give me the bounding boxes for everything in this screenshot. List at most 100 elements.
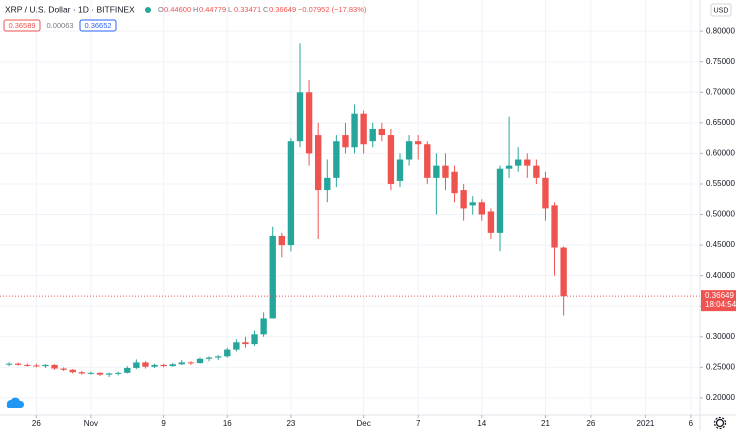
x-tick-label: Dec (357, 419, 371, 428)
ohlc-key: O (158, 5, 164, 14)
candle-body (505, 165, 513, 169)
candle-body (133, 362, 140, 368)
candle-body (533, 165, 540, 178)
candle-body (169, 364, 176, 367)
candle-body (442, 165, 449, 178)
candle-body (78, 372, 85, 374)
x-tick-label: 26 (586, 419, 595, 428)
candle-body (560, 247, 567, 297)
candle-body (33, 365, 40, 367)
candle-body (342, 135, 349, 148)
candle-body (242, 342, 249, 345)
y-tick-label: 0.55000 (706, 179, 735, 188)
ohlc-value: 0.44600 (164, 5, 191, 14)
candle-body (405, 141, 413, 160)
candle-body (233, 342, 240, 350)
y-tick-label: 0.20000 (706, 393, 735, 402)
candle-body (115, 372, 122, 374)
candle-body (496, 168, 504, 233)
x-tick-label: 7 (416, 419, 421, 428)
spread: 0.00063 (46, 21, 73, 30)
chart-title: XRP / U.S. Dollar · 1D · BITFINEX (5, 4, 135, 14)
tradingview-logo[interactable] (6, 397, 25, 408)
candle-body (451, 171, 458, 194)
x-tick-label: 6 (689, 419, 694, 428)
candle-body (215, 356, 222, 358)
candle-body (369, 128, 376, 142)
candle-body (415, 141, 422, 145)
y-tick-label: 0.30000 (706, 332, 735, 341)
candle-body (542, 177, 549, 209)
candle-body (478, 202, 485, 215)
candle-body (251, 334, 258, 345)
x-tick-label: Nov (84, 419, 98, 428)
x-tick-label: 2021 (637, 419, 655, 428)
currency-button[interactable] (710, 3, 732, 17)
candle-body (296, 92, 304, 142)
candle-body (151, 364, 158, 367)
candle-body (124, 367, 131, 373)
last-price-tag (701, 290, 736, 312)
ohlc-key: C (263, 5, 269, 14)
settings-button[interactable] (713, 416, 727, 430)
y-tick-label: 0.80000 (706, 26, 735, 35)
x-tick-label: 14 (477, 419, 486, 428)
currency-label: USD (714, 7, 729, 14)
candle-body (424, 144, 431, 178)
ohlc-key: L (228, 5, 232, 14)
candle-body (315, 135, 322, 191)
candle-body (196, 358, 204, 364)
y-tick-label: 0.70000 (706, 87, 735, 96)
candle-body (24, 364, 31, 366)
candle-body (487, 211, 495, 233)
candle-body (278, 235, 285, 246)
candle-body (5, 363, 13, 365)
candle-body (142, 362, 149, 367)
candle-body (515, 159, 522, 166)
candle-body (333, 141, 340, 178)
y-tick-label: 0.45000 (706, 240, 735, 249)
y-tick-label: 0.40000 (706, 271, 735, 280)
bar-countdown: 18:04:54 (705, 300, 736, 309)
ohlc-value: 0.36649 (269, 5, 296, 14)
candle-body (360, 113, 367, 145)
candle-body (260, 318, 267, 335)
plot (0, 43, 700, 378)
candle-body (351, 113, 358, 148)
y-tick-label: 0.50000 (706, 210, 735, 219)
ask-price: 0.36652 (84, 21, 111, 30)
market-status-dot (145, 7, 151, 13)
y-tick-label: 0.60000 (706, 149, 735, 158)
y-tick-label: 0.65000 (706, 118, 735, 127)
candle-body (460, 190, 467, 209)
y-tick-label: 0.25000 (706, 362, 735, 371)
candle-body (87, 372, 95, 374)
candle-body (433, 165, 440, 178)
candle-body (105, 373, 113, 375)
last-price-label: 0.36649 (705, 291, 734, 300)
ask-badge[interactable] (79, 19, 117, 32)
ohlc-value: 0.33471 (234, 5, 261, 14)
ohlc-key: H (193, 5, 198, 14)
gear-teeth (713, 416, 727, 430)
y-tick-label: 0.75000 (706, 57, 735, 66)
candle-body (387, 135, 395, 184)
candle-body (15, 363, 22, 365)
candle-body (396, 159, 404, 181)
candle-body (269, 235, 276, 319)
bid-price: 0.36589 (8, 21, 35, 30)
x-tick-label: 16 (223, 419, 232, 428)
x-tick-label: 26 (32, 419, 41, 428)
candle-body (187, 362, 195, 364)
candle-body (324, 177, 331, 191)
logo-cloud (6, 397, 25, 408)
x-tick-label: 23 (286, 419, 295, 428)
candle-body (42, 364, 49, 367)
ohlc-header: O 0.44600 H 0.44779 L 0.33471 C 0.36649 −0.07952… (158, 5, 367, 14)
candle-body (60, 368, 67, 370)
bid-badge[interactable] (3, 19, 41, 32)
candle-body (287, 141, 295, 246)
candle-body (305, 92, 313, 154)
